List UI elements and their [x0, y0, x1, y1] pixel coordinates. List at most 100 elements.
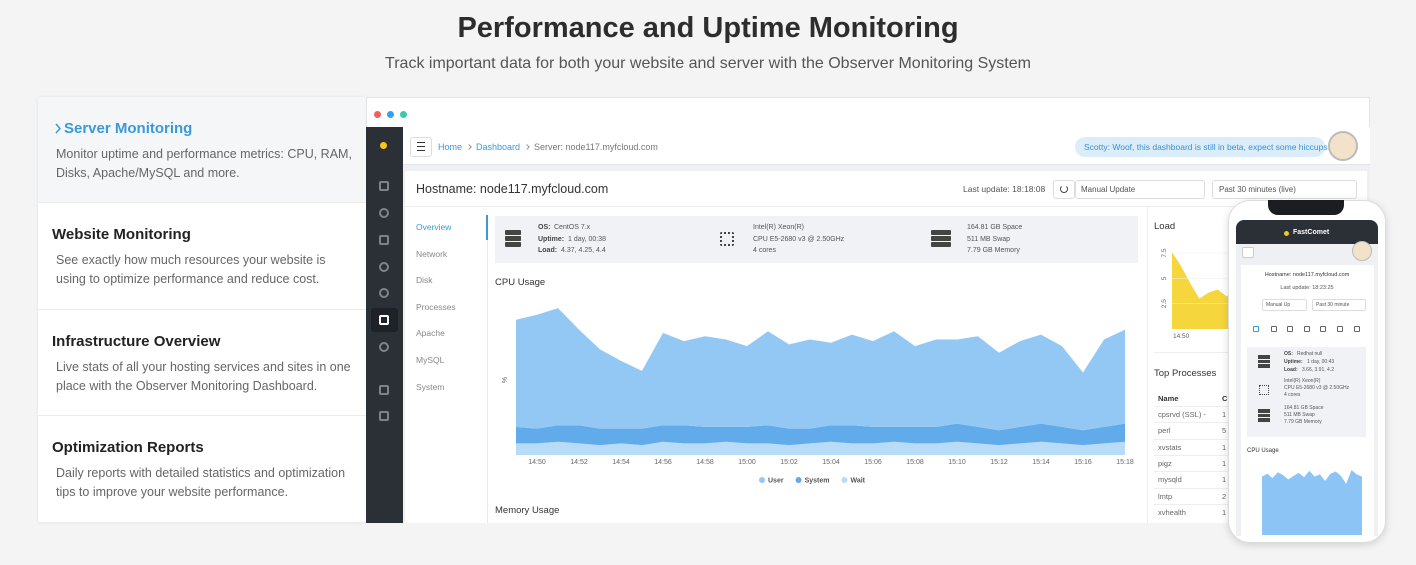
sidebar-icon[interactable]	[379, 262, 389, 272]
tab-icon[interactable]	[1253, 326, 1259, 332]
select[interactable]	[1075, 180, 1205, 199]
select[interactable]	[1212, 180, 1357, 199]
chart-title: CPU Usage	[1247, 448, 1279, 454]
tab-icon[interactable]	[1287, 326, 1293, 332]
table-cell: 1	[1222, 442, 1227, 452]
phone-notch	[1268, 200, 1344, 215]
breadcrumb-item[interactable]: Home	[438, 142, 463, 152]
server-icon	[1258, 355, 1270, 359]
info-value: CentOS 7.x	[554, 224, 591, 231]
table-cell: lmtp	[1158, 491, 1173, 501]
tab[interactable]	[38, 203, 366, 310]
assistant-avatar	[1328, 131, 1358, 161]
refresh-button[interactable]	[1053, 180, 1075, 199]
sidebar-icon[interactable]	[379, 342, 389, 352]
sidebar-icon[interactable]	[379, 411, 389, 421]
table-row-line	[1154, 454, 1234, 456]
server-icon	[1258, 359, 1270, 363]
info-label: Uptime:	[1284, 359, 1303, 365]
nav-item[interactable]: Apache	[416, 328, 445, 339]
info-value: 4.37, 4.25, 4.4	[561, 247, 606, 254]
menu-line	[417, 146, 425, 147]
sidebar-icon[interactable]	[379, 181, 389, 191]
nav-item[interactable]: Overview	[416, 222, 452, 232]
select[interactable]	[1262, 299, 1307, 311]
tab-title: Server Monitoring	[64, 120, 193, 137]
server-icon	[505, 230, 521, 235]
breadcrumb-item[interactable]: Dashboard	[476, 142, 521, 152]
table-title: Top Processes	[1154, 368, 1217, 379]
table-cell: xvstats	[1158, 442, 1182, 452]
tab[interactable]	[38, 310, 366, 416]
tab-icon[interactable]	[1320, 326, 1326, 332]
info-text: 7.79 GB Memory	[1284, 419, 1322, 425]
sidebar-active	[371, 308, 398, 332]
sidebar-icon[interactable]	[379, 385, 389, 395]
assistant-bubble	[1075, 137, 1325, 157]
server-icon	[1258, 364, 1270, 368]
tab-icon[interactable]	[1337, 326, 1343, 332]
sidebar-icon[interactable]	[379, 315, 389, 325]
info-value: 1 day, 00:38	[568, 235, 607, 243]
info-text: CPU E5-2680 v3 @ 2.50GHz	[1284, 385, 1350, 391]
refresh-icon	[1060, 185, 1068, 193]
server-icon	[1258, 409, 1270, 413]
table-header: C	[1222, 394, 1228, 403]
info-label: OS:	[538, 224, 551, 231]
info-text: Intel(R) Xeon(R)	[1284, 378, 1321, 384]
info-text: CPU E5-2680 v3 @ 2.50GHz	[753, 235, 845, 243]
table-cell: 1	[1222, 410, 1227, 419]
cpu-icon	[1259, 385, 1269, 395]
column-divider	[1147, 207, 1148, 523]
divider	[1154, 352, 1234, 353]
info-value: Redhat null	[1297, 351, 1323, 357]
table-row-line	[1154, 503, 1234, 505]
table-cell: 1	[1222, 475, 1227, 485]
menu-button[interactable]	[410, 137, 432, 157]
tab-icon[interactable]	[1304, 326, 1310, 332]
info-text: 164.81 GB Space	[1284, 405, 1324, 411]
nav-item[interactable]: System	[416, 381, 445, 392]
brand: FastComet	[1293, 229, 1330, 236]
info-text: 511 MB Swap	[967, 235, 1011, 243]
info-text: Intel(R) Xeon(R)	[753, 224, 804, 231]
window-dot	[374, 111, 381, 118]
nav-item[interactable]: Network	[416, 248, 448, 259]
last-update: Last update: 18:18:08	[963, 184, 1046, 194]
table-cell: 1	[1222, 458, 1227, 468]
sidebar-icon[interactable]	[379, 288, 389, 298]
server-icon	[1258, 413, 1270, 417]
server-icon	[505, 236, 521, 241]
sidebar-icon[interactable]	[379, 208, 389, 218]
nav-item[interactable]: Disk	[416, 275, 433, 286]
tab-icon[interactable]	[1271, 326, 1277, 332]
logo-dot	[1284, 231, 1289, 236]
tab-title: Infrastructure Overview	[52, 333, 221, 350]
tab-description: Live stats of all your hosting services …	[56, 360, 351, 393]
tab[interactable]	[38, 97, 366, 203]
table-row-line	[1154, 487, 1234, 489]
table-cell: 5	[1222, 426, 1227, 436]
chart-title: CPU Usage	[495, 277, 546, 288]
table-cell: pigz	[1158, 458, 1172, 468]
update-mode: Manual Update	[1081, 185, 1136, 194]
tab-icon[interactable]	[1354, 326, 1360, 332]
tab-description: Daily reports with detailed statistics a…	[56, 466, 346, 499]
menu-line	[417, 142, 425, 143]
select[interactable]	[1312, 299, 1366, 311]
chart-title: Memory Usage	[495, 505, 560, 516]
menu-button[interactable]	[1242, 247, 1254, 258]
sidebar-icon[interactable]	[379, 235, 389, 245]
nav-item[interactable]: Processes	[416, 301, 456, 312]
chart-title: Load	[1154, 221, 1176, 232]
tab[interactable]	[38, 416, 366, 523]
hostname: Hostname: node117.myfcloud.com	[416, 182, 609, 196]
tab-title: Website Monitoring	[52, 226, 191, 243]
cpu-icon	[720, 232, 734, 246]
tab-description: Monitor uptime and performance metrics: …	[56, 147, 352, 180]
logo-dot	[380, 142, 387, 149]
table-row-line	[1154, 422, 1234, 424]
update-mode: Manual Up	[1266, 302, 1291, 308]
nav-item[interactable]: MySQL	[416, 355, 445, 365]
